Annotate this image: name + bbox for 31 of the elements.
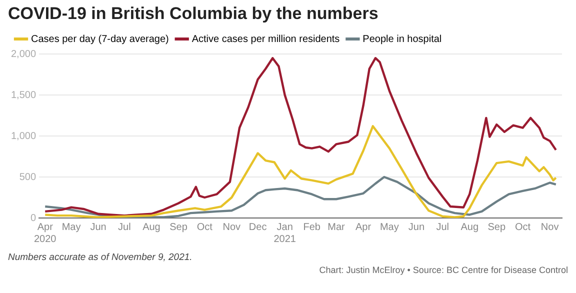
x-tick-label: Nov	[540, 222, 559, 233]
x-tick-label: Oct	[514, 222, 531, 233]
x-tick-label: Nov	[222, 222, 241, 233]
legend-label: People in hospital	[362, 34, 442, 45]
x-tick-label: May	[62, 222, 81, 233]
x-tick-label: Sep	[170, 222, 188, 233]
x-tick-label: Apr 2020	[34, 222, 57, 245]
x-tick-label: Aug	[460, 222, 479, 233]
y-tick-label: 1,500	[10, 90, 36, 101]
y-tick-label: 500	[19, 172, 36, 183]
x-tick-label: Sep	[488, 222, 506, 233]
y-tick-label: 0	[30, 212, 36, 224]
x-tick-label: Jun	[90, 222, 106, 233]
x-tick-label: Apr	[355, 222, 372, 233]
x-tick-label: Aug	[142, 222, 160, 233]
y-tick-label: 1,000	[10, 130, 36, 142]
x-tick-label: Feb	[303, 222, 321, 233]
x-tick-label: Mar	[328, 222, 346, 233]
x-tick-label: Jul	[118, 222, 131, 233]
x-tick-label: May	[380, 222, 399, 233]
x-tick-label: Jun	[408, 222, 424, 233]
legend-label: Active cases per million residents	[192, 34, 340, 45]
x-tick-label: Oct	[196, 222, 213, 233]
chart-title: COVID-19 in British Columbia by the numbers	[8, 4, 380, 24]
x-tick-label: Jan 2021	[274, 222, 296, 245]
x-tick-label: Dec	[248, 222, 267, 233]
y-tick-label: 2,000	[10, 48, 36, 60]
legend-label: Cases per day (7-day average)	[31, 34, 169, 45]
x-tick-label: Jul	[436, 222, 449, 233]
text: Numbers accurate as of November 9, 2021.	[8, 252, 194, 263]
text: Chart: Justin McElroy • Source: BC Centre for Disease Control	[318, 265, 568, 275]
